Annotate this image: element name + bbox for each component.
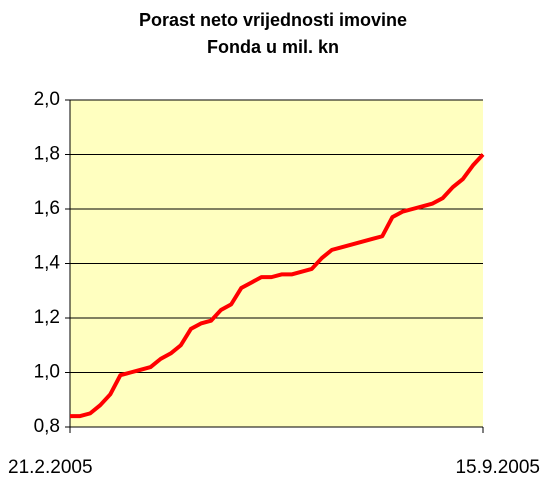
y-tick-label: 0,8: [34, 416, 60, 437]
x-tick-label: 15.9.2005: [455, 457, 540, 478]
y-tick-label: 1,0: [34, 362, 60, 383]
y-tick-label: 1,4: [34, 253, 61, 274]
y-tick-label: 2,0: [34, 89, 60, 110]
chart-title: Porast neto vrijednosti imovine: [139, 10, 407, 30]
y-tick-label: 1,2: [34, 307, 60, 328]
y-tick-label: 1,6: [34, 198, 60, 219]
chart-title: Fonda u mil. kn: [207, 37, 339, 57]
x-tick-label: 21.2.2005: [8, 457, 93, 478]
data-line: [70, 153, 485, 419]
y-tick-label: 1,8: [34, 144, 60, 165]
